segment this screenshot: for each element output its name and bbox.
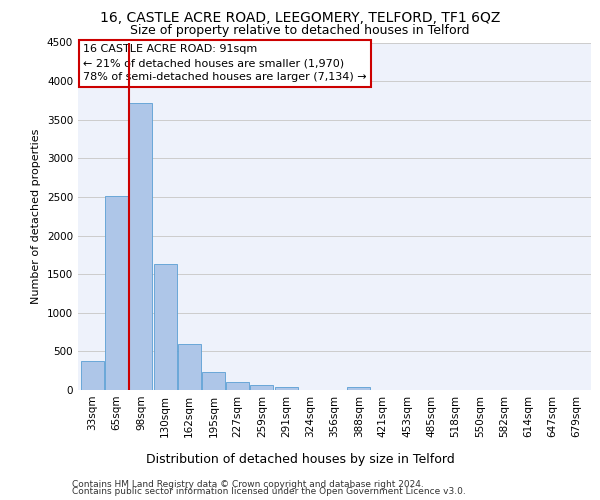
Y-axis label: Number of detached properties: Number of detached properties [31,128,41,304]
Bar [178,344,201,390]
Bar [226,382,249,390]
Bar [154,264,176,390]
Text: Size of property relative to detached houses in Telford: Size of property relative to detached ho… [130,24,470,37]
Text: Distribution of detached houses by size in Telford: Distribution of detached houses by size … [146,453,454,466]
Bar [105,196,128,390]
Text: 16 CASTLE ACRE ROAD: 91sqm
← 21% of detached houses are smaller (1,970)
78% of s: 16 CASTLE ACRE ROAD: 91sqm ← 21% of deta… [83,44,367,82]
Text: Contains public sector information licensed under the Open Government Licence v3: Contains public sector information licen… [72,487,466,496]
Bar [130,102,152,390]
Bar [275,387,298,390]
Text: Contains HM Land Registry data © Crown copyright and database right 2024.: Contains HM Land Registry data © Crown c… [72,480,424,489]
Bar [250,384,274,390]
Bar [202,372,225,390]
Bar [347,387,370,390]
Text: 16, CASTLE ACRE ROAD, LEEGOMERY, TELFORD, TF1 6QZ: 16, CASTLE ACRE ROAD, LEEGOMERY, TELFORD… [100,11,500,25]
Bar [81,362,104,390]
